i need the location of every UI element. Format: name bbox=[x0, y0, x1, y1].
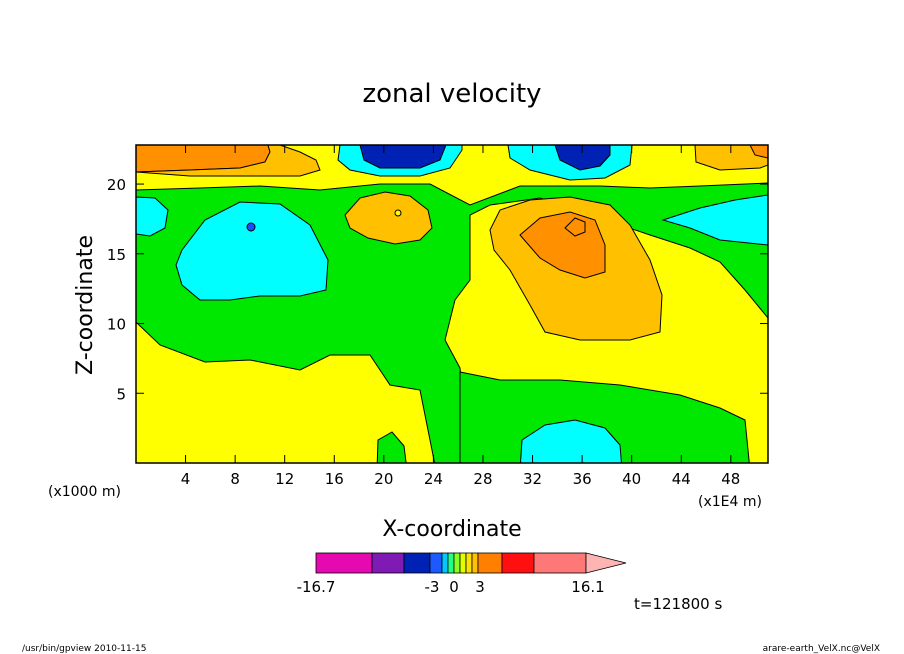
colorbar: -16.7 -3 0 3 16.1 bbox=[297, 552, 627, 596]
x-tick-label: 40 bbox=[622, 470, 641, 488]
colorbar-swatch bbox=[403, 552, 431, 574]
x-tick-label: 12 bbox=[275, 470, 294, 488]
x-tick-label: 8 bbox=[230, 470, 240, 488]
colorbar-swatch bbox=[471, 552, 479, 574]
x-tick-label: 32 bbox=[523, 470, 542, 488]
cyan-left-region bbox=[175, 201, 329, 301]
small-cell-22 bbox=[394, 209, 402, 217]
footer-left: /usr/bin/gpview 2010-11-15 bbox=[22, 644, 146, 654]
y-axis-label: Z-coordinate bbox=[73, 235, 98, 375]
orange-top-right bbox=[694, 145, 768, 171]
cyan-right-edge bbox=[661, 194, 768, 246]
orange-yellow-top-left bbox=[136, 145, 321, 177]
chart-title: zonal velocity bbox=[362, 79, 541, 109]
x-tick-label: 36 bbox=[573, 470, 592, 488]
colorbar-swatch bbox=[315, 552, 373, 574]
colorbar-swatch bbox=[441, 552, 449, 574]
y-axis-ticks: 5 10 15 20 bbox=[107, 176, 768, 403]
y-tick-label: 10 bbox=[107, 316, 126, 334]
x-unit-label: (x1E4 m) bbox=[698, 494, 762, 510]
colorbar-swatch bbox=[465, 552, 473, 574]
colorbar-swatch bbox=[371, 552, 405, 574]
x-tick-label: 48 bbox=[721, 470, 740, 488]
blue-core-36 bbox=[554, 145, 611, 171]
x-tick-label: 44 bbox=[672, 470, 691, 488]
plot-frame bbox=[135, 144, 769, 464]
y-tick-label: 5 bbox=[116, 385, 126, 403]
cyan-left-edge bbox=[136, 196, 169, 237]
colorbar-swatch bbox=[447, 552, 455, 574]
x-tick-label: 28 bbox=[473, 470, 492, 488]
y-tick-label: 15 bbox=[107, 246, 126, 264]
x-axis-label: X-coordinate bbox=[382, 517, 521, 542]
colorbar-label: -16.7 bbox=[297, 578, 336, 596]
blue-core-20 bbox=[359, 145, 447, 169]
y-unit-label: (x1000 m) bbox=[48, 484, 121, 500]
green-lobe-20 bbox=[376, 431, 407, 463]
colorbar-swatch bbox=[477, 552, 503, 574]
colorbar-swatch bbox=[429, 552, 443, 574]
colorbar-swatch bbox=[501, 552, 535, 574]
x-tick-label: 24 bbox=[424, 470, 443, 488]
time-annotation: t=121800 s bbox=[634, 595, 722, 613]
cyan-bottom-region bbox=[519, 419, 622, 463]
colorbar-label: -3 bbox=[425, 578, 440, 596]
colorbar-triangle bbox=[585, 552, 627, 574]
x-tick-label: 16 bbox=[325, 470, 344, 488]
colorbar-label: 0 bbox=[449, 578, 459, 596]
colorbar-label: 3 bbox=[475, 578, 485, 596]
orange-cell-22 bbox=[344, 191, 433, 245]
blue-dot bbox=[246, 222, 256, 232]
x-tick-label: 4 bbox=[181, 470, 191, 488]
x-tick-label: 20 bbox=[374, 470, 393, 488]
colorbar-swatch bbox=[453, 552, 461, 574]
colorbar-swatch bbox=[533, 552, 587, 574]
contour-fills bbox=[136, 145, 768, 463]
colorbar-swatch bbox=[459, 552, 467, 574]
footer-right: arare-earth_VelX.nc@VelX bbox=[763, 644, 880, 654]
x-axis-ticks: 4 8 12 16 20 24 28 32 36 40 44 48 bbox=[181, 145, 740, 488]
colorbar-label: 16.1 bbox=[571, 578, 604, 596]
orange-top-right-core bbox=[749, 145, 768, 159]
y-tick-label: 20 bbox=[107, 176, 126, 194]
orange-inner-35 bbox=[564, 217, 586, 237]
